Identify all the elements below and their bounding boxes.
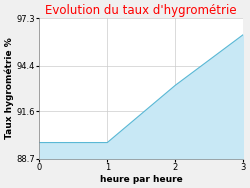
Y-axis label: Taux hygrométrie %: Taux hygrométrie %: [4, 38, 14, 139]
Title: Evolution du taux d'hygrométrie: Evolution du taux d'hygrométrie: [46, 4, 237, 17]
X-axis label: heure par heure: heure par heure: [100, 175, 183, 184]
